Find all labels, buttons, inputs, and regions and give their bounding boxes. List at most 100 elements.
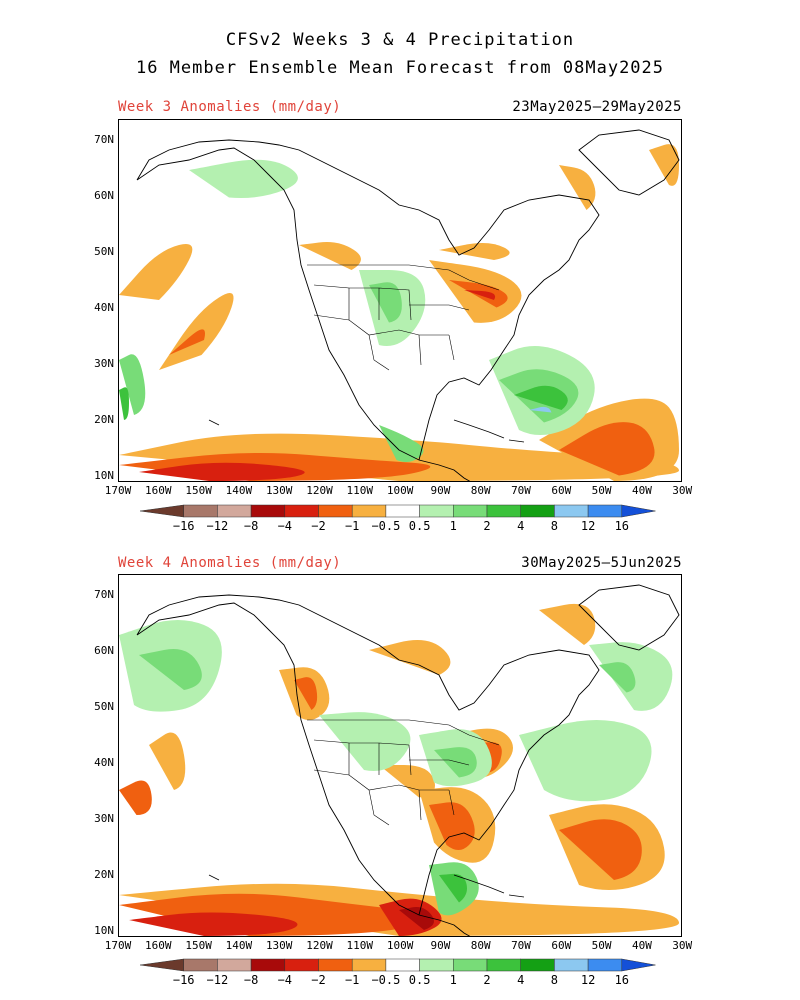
colorbar-swatch [318, 504, 353, 518]
coastline [307, 264, 500, 371]
lon-label: 70W [511, 484, 531, 497]
colorbar-label: 2 [483, 973, 491, 987]
lon-label: 90W [430, 484, 451, 497]
colorbar-swatch [250, 958, 286, 972]
colorbar-label: −12 [206, 519, 229, 533]
colorbar-label: 1 [449, 973, 457, 987]
coastline [307, 719, 500, 826]
anomaly-shade [119, 244, 193, 300]
colorbar-label: −8 [243, 519, 259, 533]
anomaly-shade [559, 165, 596, 210]
anomaly-shade [379, 765, 435, 798]
coastline [578, 584, 680, 651]
colorbar-label: 2 [483, 519, 491, 533]
colorbar-label: 1 [449, 519, 457, 533]
colorbar-swatch [284, 958, 319, 972]
anomaly-shade [464, 290, 496, 300]
anomaly-shade [119, 354, 146, 415]
colorbar-swatch [587, 504, 623, 518]
colorbar-swatch [351, 504, 387, 518]
colorbar-swatch [217, 958, 252, 972]
colorbar-swatch [284, 504, 319, 518]
lon-label: 150W [185, 939, 212, 952]
colorbar-swatch [140, 958, 184, 972]
colorbar-label: −1 [344, 973, 360, 987]
colorbar-swatch [621, 958, 656, 972]
lon-label: 100W [386, 484, 414, 497]
lat-label: 30N [94, 357, 114, 370]
map-canvas [119, 584, 680, 936]
colorbar-swatch [385, 958, 420, 972]
lat-label: 20N [94, 413, 114, 426]
lon-label: 130W [265, 484, 293, 497]
colorbar-swatch [183, 504, 218, 518]
colorbar-label: 12 [580, 519, 596, 533]
colorbar-label: 12 [580, 973, 596, 987]
lat-label: 60N [94, 644, 114, 657]
week4-colorbar [140, 958, 656, 972]
lon-label: 80W [470, 484, 491, 497]
anomaly-shade [559, 819, 642, 880]
lon-label: 150W [185, 484, 212, 497]
anomaly-shade [319, 712, 411, 771]
chart-title: CFSv2 Weeks 3 & 4 Precipitation [225, 30, 575, 50]
coastline [578, 129, 680, 196]
colorbar-label: −12 [206, 973, 229, 987]
lat-label: 40N [94, 301, 114, 314]
anomaly-shade [369, 282, 402, 323]
lon-label: 70W [511, 939, 531, 952]
colorbar-swatch [520, 504, 555, 518]
anomaly-shade [429, 802, 475, 850]
lon-label: 120W [306, 939, 333, 952]
anomaly-shade [119, 780, 152, 815]
anomaly-shade [189, 159, 298, 198]
colorbar-label: −2 [311, 973, 326, 987]
colorbar-label: −0.5 [371, 973, 401, 987]
lon-label: 60W [551, 484, 572, 497]
anomaly-shade [529, 406, 552, 413]
anomaly-shade [559, 422, 655, 476]
anomaly-shade [649, 144, 679, 186]
lon-label: 90W [430, 939, 451, 952]
lon-label: 40W [631, 484, 652, 497]
anomaly-shade [369, 640, 451, 675]
lon-label: 60W [551, 939, 572, 952]
colorbar-label: 0.5 [408, 973, 431, 987]
chart-subtitle: 16 Member Ensemble Mean Forecast from 08… [135, 58, 665, 78]
colorbar-label: −4 [277, 973, 293, 987]
anomaly-shade [129, 912, 298, 936]
colorbar-swatch [453, 504, 488, 518]
lat-label: 70N [94, 588, 114, 601]
colorbar-label: 0.5 [408, 519, 431, 533]
lon-label: 110W [346, 939, 374, 952]
lon-label: 30W [672, 484, 693, 497]
colorbar-swatch [250, 504, 286, 518]
anomaly-shade [149, 732, 186, 790]
lat-label: 10N [94, 469, 114, 482]
anomaly-shade [119, 893, 430, 936]
coastline [208, 419, 525, 443]
colorbar-swatch [486, 504, 521, 518]
anomaly-shade [299, 242, 361, 270]
anomaly-shade [119, 387, 129, 420]
lon-label: 170W [104, 939, 132, 952]
colorbar-swatch [453, 958, 488, 972]
anomaly-shade [169, 329, 205, 355]
week3-dates: 23May2025–29May2025 [512, 99, 682, 115]
lon-label: 140W [225, 939, 253, 952]
week3-colorbar [140, 504, 656, 518]
anomaly-shade [434, 747, 477, 778]
lon-label: 100W [386, 939, 414, 952]
colorbar-swatch [419, 958, 454, 972]
lat-label: 40N [94, 756, 114, 769]
colorbar-label: −1 [344, 519, 360, 533]
lon-label: 80W [470, 939, 491, 952]
anomaly-shade [379, 425, 424, 462]
anomaly-shade [294, 677, 318, 710]
lon-label: 130W [265, 939, 293, 952]
colorbar-swatch [419, 504, 454, 518]
colorbar-swatch [554, 958, 589, 972]
colorbar-label: −0.5 [371, 519, 401, 533]
anomaly-shade [439, 873, 467, 903]
anomaly-shade [439, 243, 510, 260]
